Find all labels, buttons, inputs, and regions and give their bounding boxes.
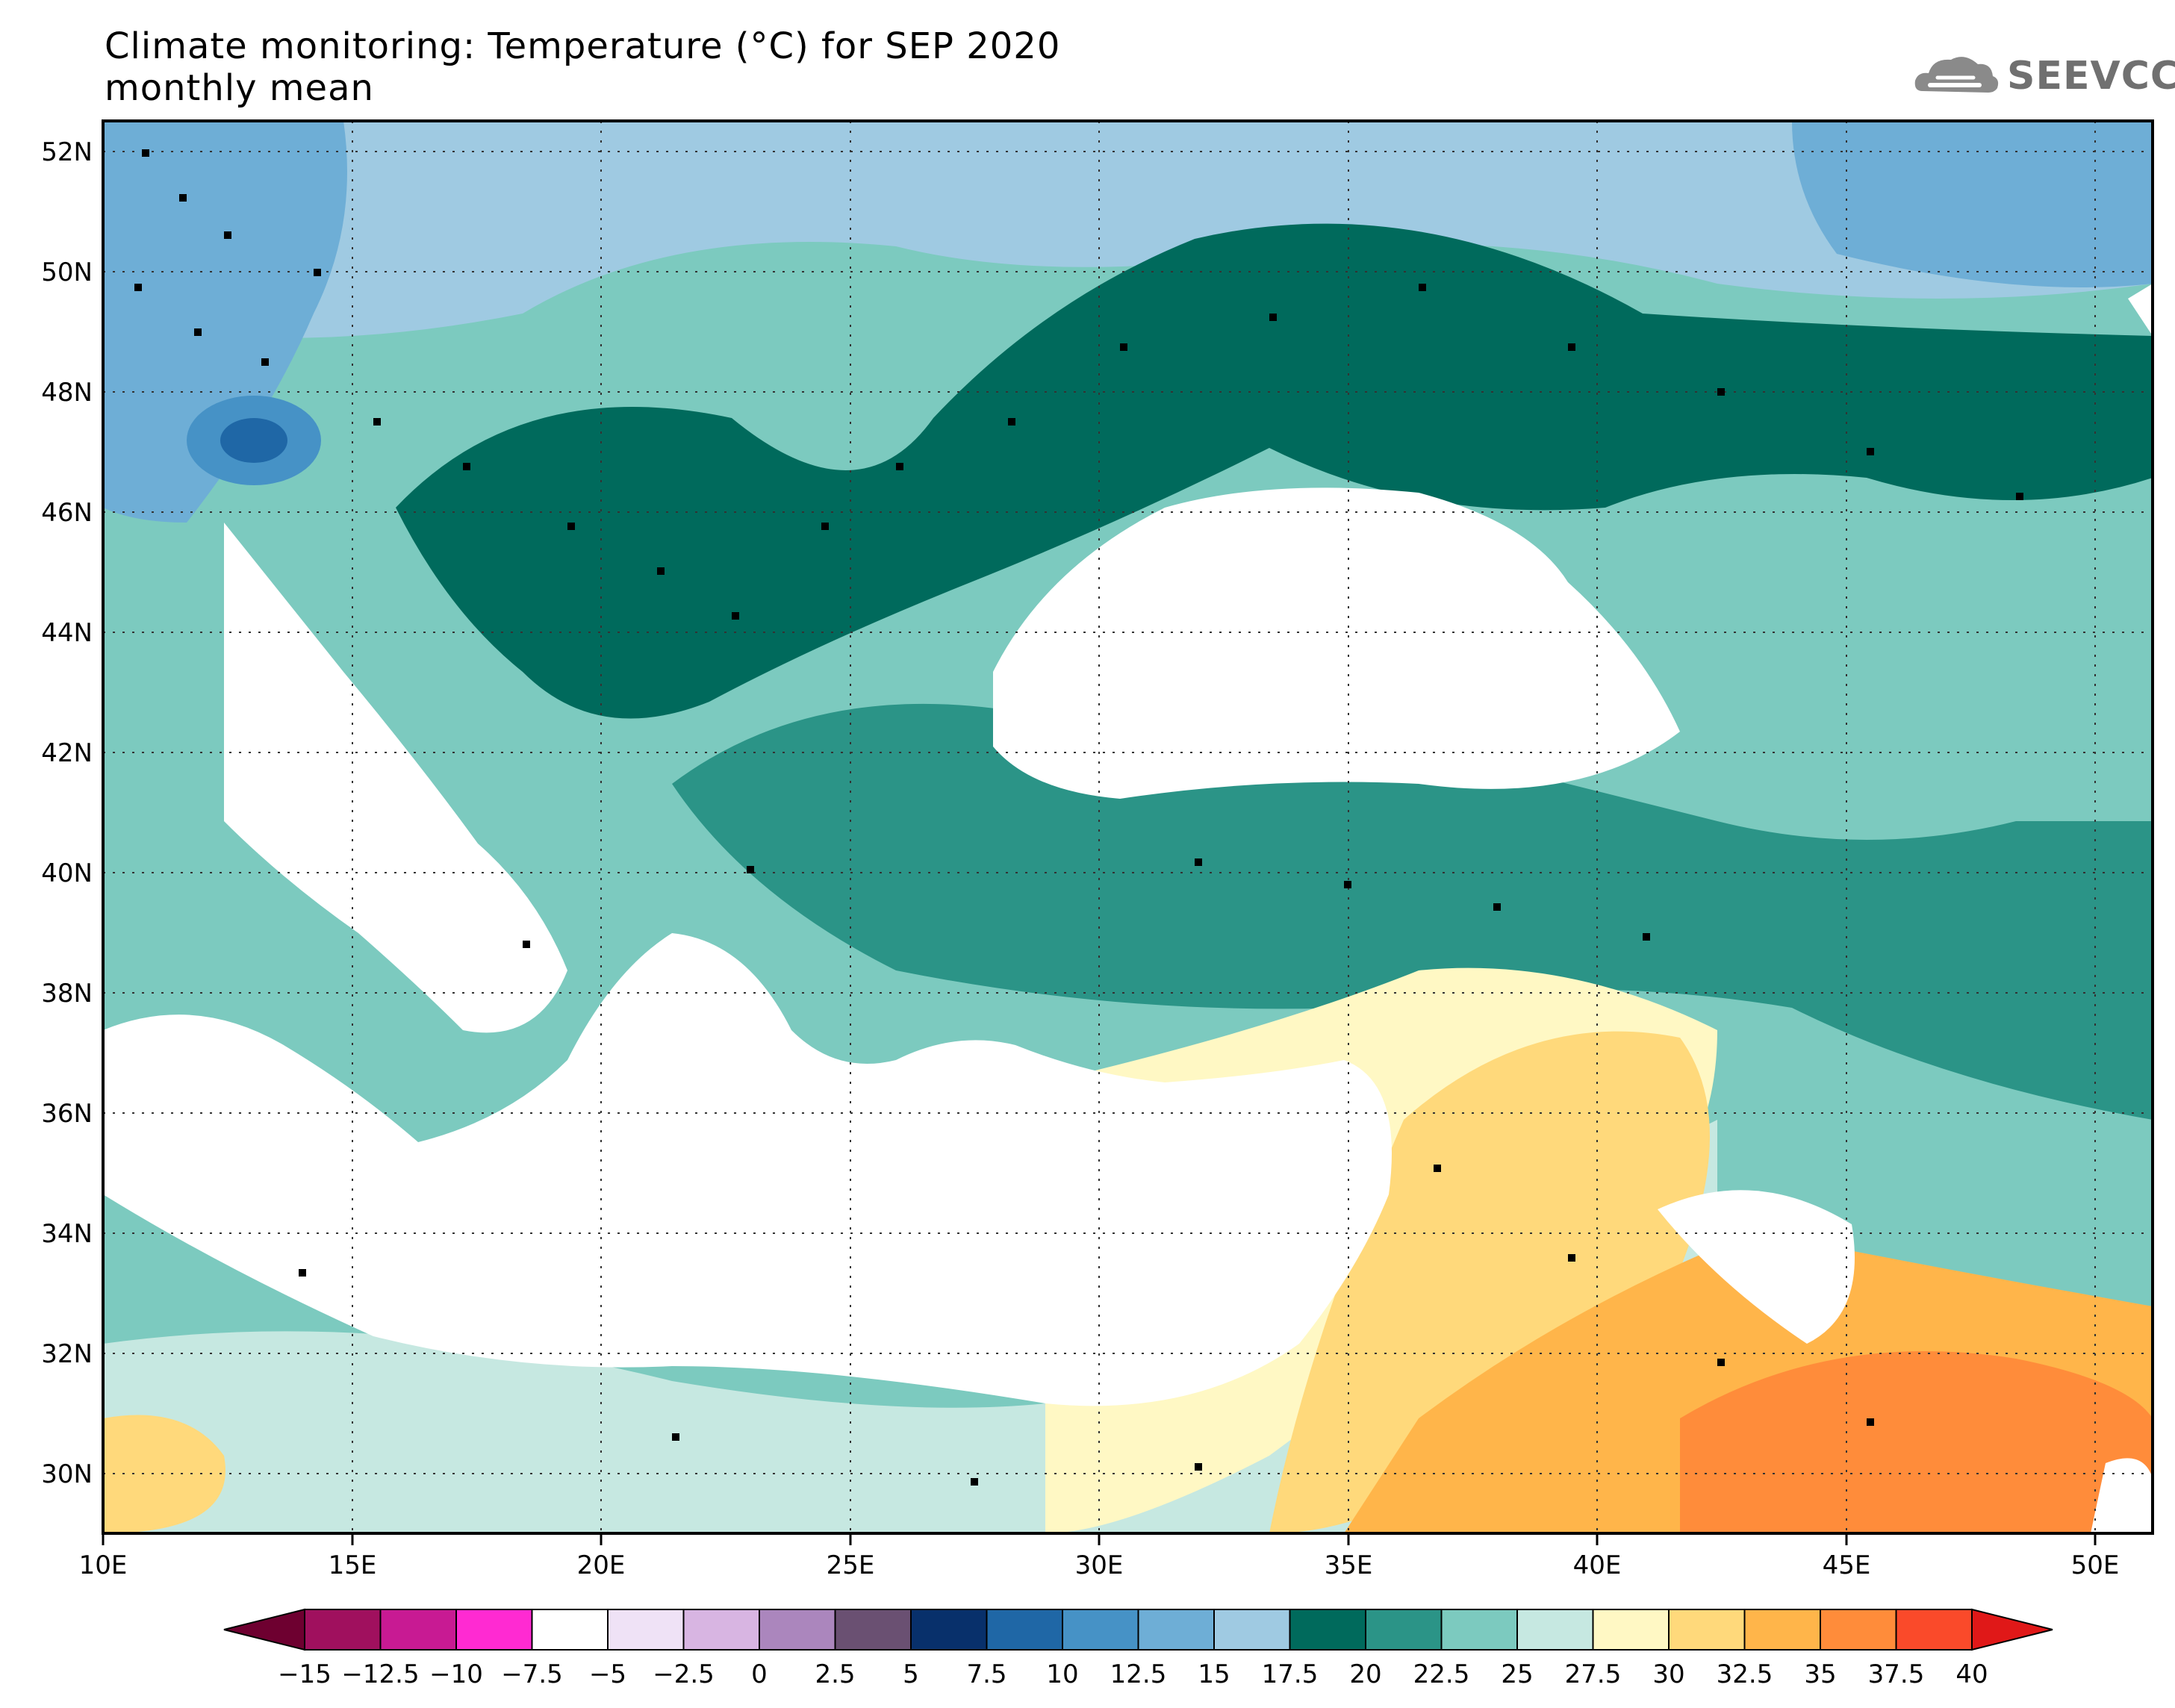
axis-ticks [102, 1533, 2097, 1545]
lat-tick-label: 32N [41, 1339, 93, 1369]
lon-tick-labels: 10E 15E 20E 25E 30E 35E 40E 45E 50E [79, 1550, 2120, 1580]
lat-tick-label: 34N [41, 1219, 93, 1249]
lat-tick-label: 48N [41, 378, 93, 408]
lon-tick-label: 30E [1075, 1550, 1124, 1580]
cloud-logo-icon [1914, 57, 1999, 93]
lat-tick-label: 36N [41, 1099, 93, 1129]
adriatic-sea [224, 523, 567, 1033]
grid-lines [103, 121, 2153, 1533]
map-frame [102, 119, 2154, 1535]
lat-tick-label: 40N [41, 858, 93, 888]
map-title: Climate monitoring: Temperature (°C) for… [105, 25, 1061, 67]
map-subtitle: monthly mean [105, 67, 374, 109]
mediterranean-sea [103, 933, 1392, 1406]
lon-tick-label: 15E [329, 1550, 377, 1580]
lat-tick-label: 52N [41, 137, 93, 167]
lat-tick-label: 44N [41, 618, 93, 648]
lon-tick-label: 45E [1823, 1550, 1871, 1580]
black-sea [993, 487, 1680, 799]
lat-tick-label: 38N [41, 979, 93, 1009]
map-fill [103, 121, 2153, 1533]
lon-tick-label: 50E [2071, 1550, 2120, 1580]
lat-tick-label: 42N [41, 738, 93, 768]
lon-tick-label: 20E [577, 1550, 626, 1580]
logo-text: SEEVCCC [2007, 54, 2175, 99]
station-markers [134, 149, 2023, 1486]
lat-tick-label: 46N [41, 498, 93, 528]
lon-tick-label: 35E [1325, 1550, 1373, 1580]
lat-tick-label: 30N [41, 1459, 93, 1489]
lon-tick-label: 40E [1573, 1550, 1622, 1580]
lon-tick-label: 25E [827, 1550, 875, 1580]
lon-tick-label: 10E [79, 1550, 128, 1580]
lat-tick-label: 50N [41, 258, 93, 287]
lat-tick-labels: 52N 50N 48N 46N 44N 42N 40N 38N 36N 34N … [41, 137, 93, 1489]
